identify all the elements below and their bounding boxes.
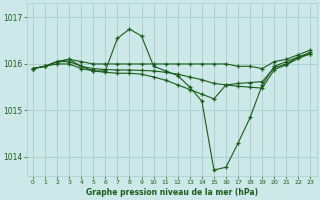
X-axis label: Graphe pression niveau de la mer (hPa): Graphe pression niveau de la mer (hPa) [86,188,258,197]
